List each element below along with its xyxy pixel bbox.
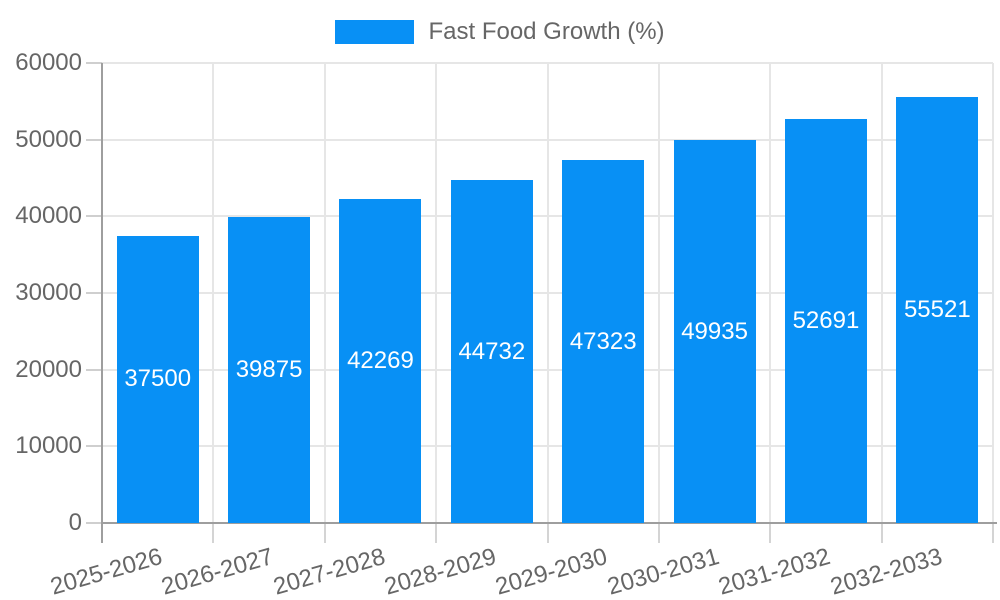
bar[interactable] (784, 119, 867, 523)
y-tick-label: 40000 (15, 202, 82, 230)
x-axis-line (102, 522, 997, 524)
x-tick-label: 2028-2029 (381, 543, 500, 600)
bar[interactable] (339, 198, 422, 523)
bar-value-label: 44732 (458, 337, 526, 365)
chart-legend: Fast Food Growth (%) (0, 19, 1000, 45)
x-tick-mark (212, 523, 215, 543)
bar-value-label: 52691 (792, 307, 860, 335)
y-tick-label: 60000 (15, 49, 82, 76)
x-tick-mark (769, 523, 772, 543)
x-tick-mark (880, 523, 883, 543)
bar-value-label: 39875 (235, 356, 303, 384)
y-tick-mark (86, 215, 102, 218)
x-tick-mark (657, 523, 660, 543)
y-tick-mark (86, 522, 102, 524)
bar[interactable] (116, 235, 199, 523)
y-tick-mark (86, 368, 102, 371)
x-gridline (323, 63, 326, 523)
legend-swatch (335, 20, 415, 44)
x-tick-label: 2032-2033 (826, 543, 945, 600)
x-tick-mark (992, 523, 994, 543)
x-tick-mark (435, 523, 438, 543)
x-gridline (769, 63, 772, 523)
y-tick-label: 20000 (15, 355, 82, 383)
x-tick-label: 2031-2032 (715, 543, 834, 600)
x-tick-label: 2027-2028 (270, 543, 388, 600)
x-tick-mark (546, 523, 549, 543)
x-tick-label: 2029-2030 (492, 543, 611, 600)
x-gridline (880, 63, 883, 523)
bar[interactable] (673, 140, 756, 523)
x-gridline (435, 63, 438, 523)
x-tick-label: 2025-2026 (47, 543, 166, 600)
y-tick-mark (86, 292, 102, 294)
bar-value-label: 47323 (569, 327, 637, 355)
x-tick-label: 2030-2031 (604, 543, 723, 600)
bar[interactable] (562, 160, 645, 523)
x-gridline (546, 63, 549, 523)
bar-value-label: 49935 (681, 317, 748, 345)
bar-value-label: 37500 (124, 365, 192, 393)
y-tick-label: 0 (68, 509, 82, 536)
legend-item[interactable]: Fast Food Growth (%) (335, 18, 665, 45)
legend-label: Fast Food Growth (%) (428, 18, 665, 45)
y-tick-label: 10000 (15, 432, 82, 460)
y-tick-mark (86, 445, 102, 448)
bar-value-label: 42269 (347, 346, 414, 374)
y-tick-mark (86, 62, 102, 64)
x-tick-mark (323, 523, 326, 543)
y-tick-mark (86, 138, 102, 141)
y-axis-line (101, 63, 103, 543)
bar-value-label: 55521 (903, 296, 971, 324)
x-tick-label: 2026-2027 (158, 543, 277, 600)
bar[interactable] (228, 217, 311, 523)
bar[interactable] (450, 180, 533, 523)
bar[interactable] (896, 97, 979, 523)
y-tick-label: 50000 (15, 125, 82, 153)
x-gridline (657, 63, 660, 523)
x-gridline (992, 63, 994, 523)
x-gridline (212, 63, 215, 523)
y-tick-label: 30000 (15, 279, 82, 306)
